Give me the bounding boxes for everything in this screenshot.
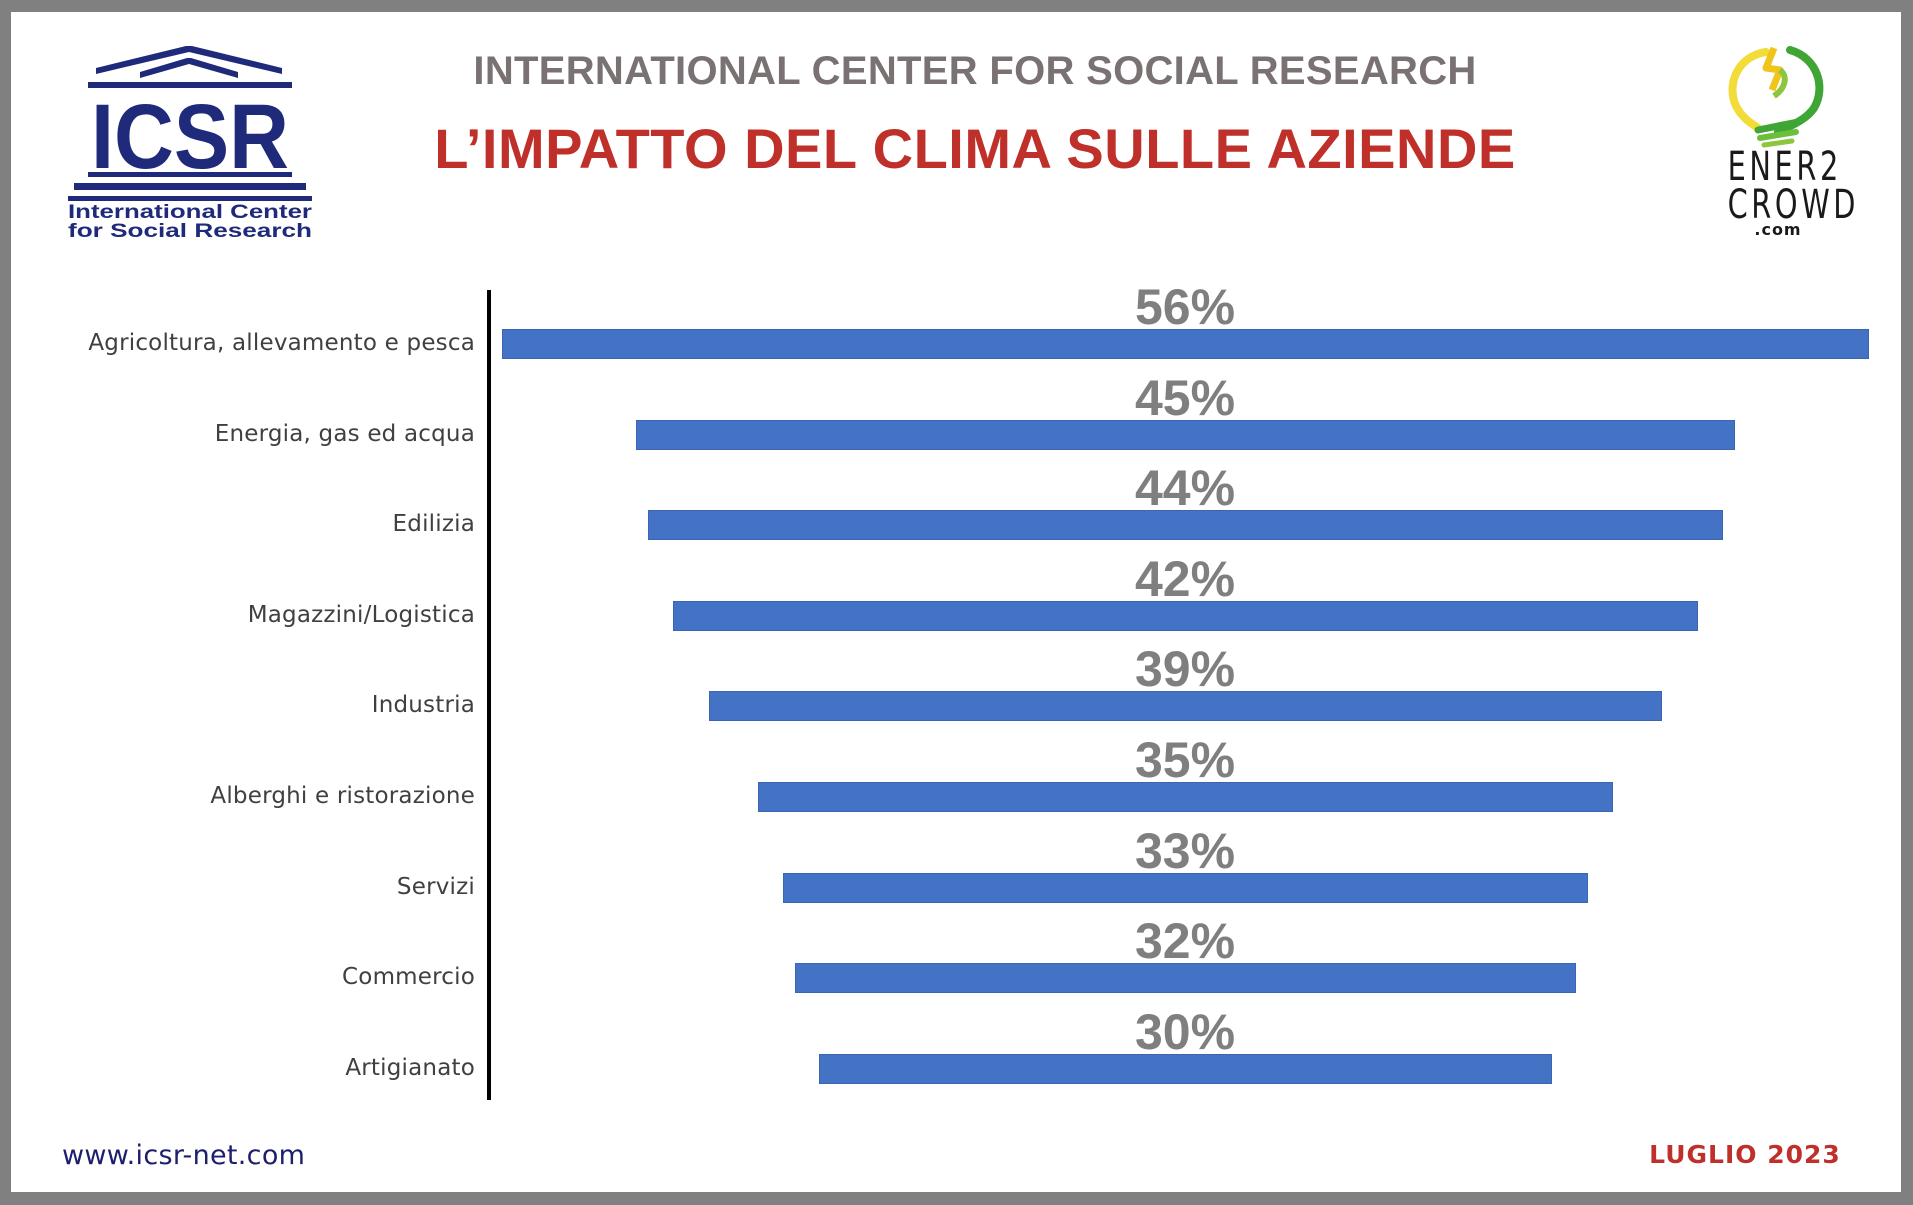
value-label: 32%	[1134, 913, 1236, 970]
category-label: Commercio	[342, 964, 475, 991]
category-label: Alberghi e ristorazione	[210, 783, 475, 809]
chart-row: Artigianato 30%	[0, 1007, 1913, 1112]
value-label: 35%	[1134, 732, 1236, 788]
icsr-line1: International Center	[68, 202, 313, 223]
data-bar	[758, 782, 1613, 812]
value-label: 42%	[1134, 550, 1236, 607]
category-label: Industria	[371, 692, 475, 719]
icsr-acronym: ICSR	[91, 86, 289, 188]
category-label: Agricoltura, allevamento e pesca	[88, 330, 475, 356]
value-label: 30%	[1134, 1003, 1236, 1060]
ener2crowd-logo: ENER2 CROWD .com	[1708, 44, 1860, 240]
ener2crowd-line1: ENER2	[1727, 144, 1842, 190]
chart-row: Energia, gas ed acqua 45%	[0, 373, 1913, 478]
data-bar	[782, 872, 1589, 903]
chart-row: Commercio 32%	[0, 916, 1913, 1021]
data-bar	[794, 963, 1577, 994]
date-label: LUGLIO 2023	[1649, 1140, 1841, 1169]
chart-row: Servizi 33%	[0, 826, 1913, 931]
value-label: 56%	[1134, 279, 1236, 335]
category-label: Edilizia	[392, 511, 475, 538]
chart-row: Agricoltura, allevamento e pesca 56%	[0, 282, 1913, 387]
icsr-logo: ICSR International Center for Social Res…	[68, 46, 324, 238]
ener2crowd-line3: .com	[1754, 220, 1802, 239]
page-title: L’IMPATTO DEL CLIMA SULLE AZIENDE	[434, 117, 1516, 180]
chart-row: Edilizia 44%	[0, 463, 1913, 568]
category-label: Magazzini/Logistica	[247, 601, 475, 628]
data-bar	[648, 510, 1723, 541]
category-label: Energia, gas ed acqua	[214, 420, 475, 447]
chart-row: Alberghi e ristorazione 35%	[0, 735, 1913, 840]
value-label: 45%	[1134, 369, 1236, 426]
data-bar	[636, 419, 1735, 450]
chart-row: Industria 39%	[0, 644, 1913, 749]
value-label: 39%	[1134, 641, 1236, 698]
data-bar	[709, 691, 1662, 722]
value-label: 44%	[1134, 460, 1236, 517]
data-bar	[672, 600, 1699, 631]
data-bar	[819, 1053, 1552, 1084]
category-label: Servizi	[396, 873, 475, 900]
website-link[interactable]: www.icsr-net.com	[62, 1140, 306, 1171]
category-label: Artigianato	[345, 1054, 475, 1081]
lightbulb-icon	[1728, 46, 1824, 148]
value-label: 33%	[1134, 822, 1236, 879]
org-subtitle: INTERNATIONAL CENTER FOR SOCIAL RESEARCH	[473, 49, 1477, 93]
data-bar	[502, 329, 1869, 359]
ener2crowd-line2: CROWD	[1727, 182, 1860, 228]
icsr-line2: for Social Research	[68, 221, 312, 238]
category-axis-line	[487, 290, 491, 1100]
chart-row: Magazzini/Logistica 42%	[0, 554, 1913, 659]
icsr-building-icon: ICSR International Center for Social Res…	[68, 46, 313, 238]
